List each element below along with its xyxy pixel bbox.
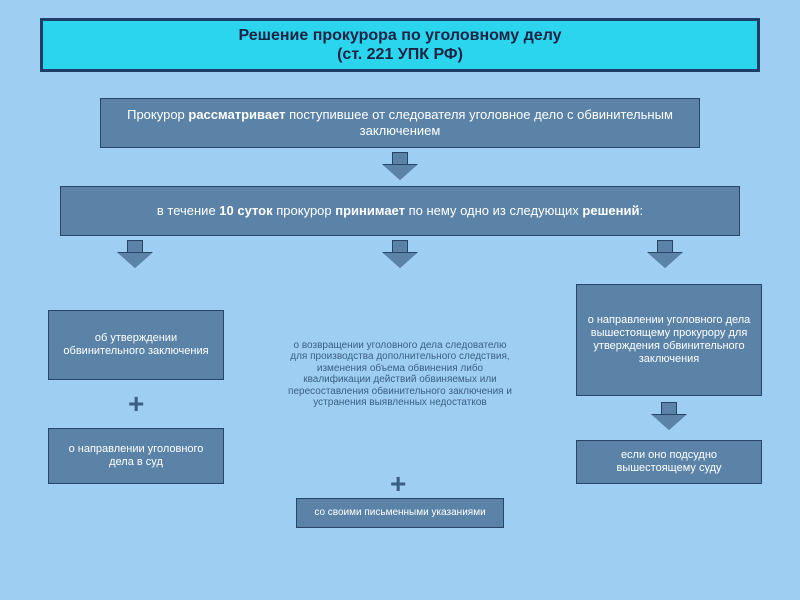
s2p2: прокурор [273, 203, 336, 218]
option1b-box: о направлении уголовного дела в суд [48, 428, 224, 484]
step2-text: в течение 10 суток прокурор принимает по… [157, 203, 643, 219]
option2b-text: со своими письменными указаниями [314, 507, 485, 519]
option3b-box: если оно подсудно вышестоящему суду [576, 440, 762, 484]
option3-box: о направлении уголовного дела вышестояще… [576, 284, 762, 396]
option2-box: о возвращении уголовного дела следовател… [278, 274, 522, 474]
arrow-branch-2 [383, 240, 417, 268]
step1-bold: рассматривает [188, 107, 285, 122]
step1-text: Прокурор рассматривает поступившее от сл… [111, 107, 689, 140]
title-line2: (ст. 221 УПК РФ) [337, 46, 463, 63]
option1-box: об утверждении обвинительного заключения [48, 310, 224, 380]
plus-2: + [390, 468, 406, 500]
option3b-text: если оно подсудно вышестоящему суду [587, 449, 751, 475]
step1-pre: Прокурор [127, 107, 188, 122]
s2b1: 10 суток [219, 203, 272, 218]
title-box: Решение прокурора по уголовному делу (ст… [40, 18, 760, 72]
title-line1: Решение прокурора по уголовному делу [238, 27, 561, 44]
s2p1: в течение [157, 203, 219, 218]
option3-text: о направлении уголовного дела вышестояще… [587, 314, 751, 367]
s2b3: решений [582, 203, 639, 218]
step1-post: поступившее от следователя уголовное дел… [285, 107, 672, 138]
option2b-box: со своими письменными указаниями [296, 498, 504, 528]
arrow-branch-1 [118, 240, 152, 268]
arrow-branch-3 [648, 240, 682, 268]
s2p3: по нему одно из следующих [405, 203, 582, 218]
title-text: Решение прокурора по уголовному делу (ст… [238, 26, 561, 64]
arrow-col3 [652, 402, 686, 430]
option2-text: о возвращении уголовного дела следовател… [284, 340, 516, 409]
option1-text: об утверждении обвинительного заключения [59, 332, 213, 358]
option1b-text: о направлении уголовного дела в суд [59, 443, 213, 469]
plus-1: + [128, 388, 144, 420]
s2p4: : [639, 203, 643, 218]
s2b2: принимает [335, 203, 405, 218]
step2-box: в течение 10 суток прокурор принимает по… [60, 186, 740, 236]
step1-box: Прокурор рассматривает поступившее от сл… [100, 98, 700, 148]
arrow-step1-step2 [383, 152, 417, 180]
